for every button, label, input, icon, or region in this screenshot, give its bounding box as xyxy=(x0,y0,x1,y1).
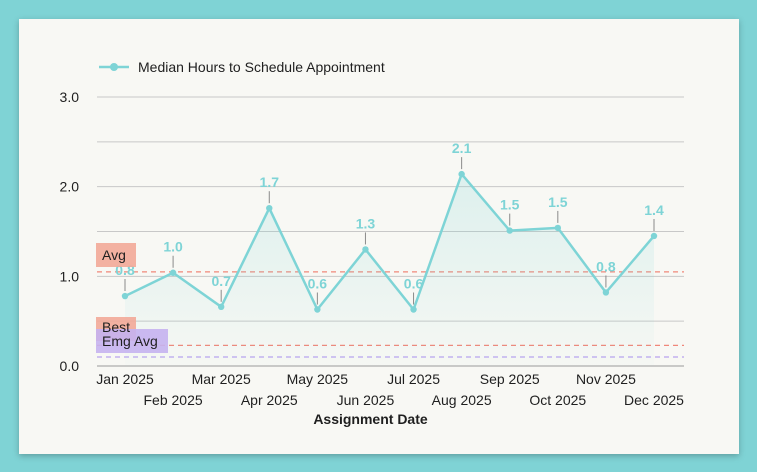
reference-badge xyxy=(96,243,136,267)
data-label: 1.4 xyxy=(644,202,664,218)
x-tick-label: Nov 2025 xyxy=(576,371,636,387)
data-point[interactable] xyxy=(554,224,562,232)
x-tick-label: Dec 2025 xyxy=(624,392,684,408)
data-point[interactable] xyxy=(121,292,129,300)
reference-label: Avg xyxy=(102,247,126,263)
x-tick-label: Oct 2025 xyxy=(529,392,586,408)
x-tick-label: Apr 2025 xyxy=(241,392,298,408)
series-area xyxy=(125,174,654,366)
data-label: 1.5 xyxy=(500,197,520,213)
data-label: 0.6 xyxy=(404,276,424,292)
data-label: 1.5 xyxy=(548,194,568,210)
legend-label: Median Hours to Schedule Appointment xyxy=(138,59,385,75)
data-label: 2.1 xyxy=(452,140,472,156)
data-label: 0.6 xyxy=(308,276,328,292)
data-point[interactable] xyxy=(362,246,369,253)
x-tick-label: May 2025 xyxy=(287,371,349,387)
y-tick-label: 1.0 xyxy=(60,268,80,284)
data-label: 1.7 xyxy=(260,174,280,190)
chart-card: 0.0 1.0 2.0 3.0 Jan 2025 Feb 2025 Mar 2025 Apr … xyxy=(19,19,739,454)
data-point[interactable] xyxy=(266,204,273,212)
line-chart: 0.0 1.0 2.0 3.0 Jan 2025 Feb 2025 Mar 2025 Apr … xyxy=(60,59,685,427)
x-tick-label: Mar 2025 xyxy=(192,371,251,387)
x-tick-label: Jun 2025 xyxy=(337,392,395,408)
data-point[interactable] xyxy=(506,227,513,234)
x-tick-label: Aug 2025 xyxy=(432,392,492,408)
data-point[interactable] xyxy=(650,232,658,240)
y-tick-label: 2.0 xyxy=(60,179,80,195)
y-tick-label: 3.0 xyxy=(60,89,80,105)
data-point[interactable] xyxy=(602,289,610,296)
reference-badge xyxy=(96,329,168,353)
series-line xyxy=(124,172,655,311)
legend-marker-icon xyxy=(110,63,118,71)
x-tick-label: Jul 2025 xyxy=(387,371,440,387)
reference-label: Emg Avg xyxy=(102,333,158,349)
x-tick-label: Feb 2025 xyxy=(144,392,203,408)
data-label: 1.3 xyxy=(356,215,376,231)
data-label: 1.0 xyxy=(163,239,183,255)
data-point[interactable] xyxy=(169,269,177,276)
y-tick-label: 0.0 xyxy=(60,358,80,374)
x-tick-label: Jan 2025 xyxy=(96,371,154,387)
data-label: 0.7 xyxy=(211,273,231,289)
reference-label: Best xyxy=(102,319,130,335)
x-tick-label: Sep 2025 xyxy=(480,371,540,387)
data-point[interactable] xyxy=(458,170,465,178)
x-axis-title: Assignment Date xyxy=(313,411,428,427)
data-point[interactable] xyxy=(217,303,225,311)
data-point[interactable] xyxy=(314,306,321,313)
data-point[interactable] xyxy=(410,306,417,313)
data-label: 0.8 xyxy=(596,258,616,274)
